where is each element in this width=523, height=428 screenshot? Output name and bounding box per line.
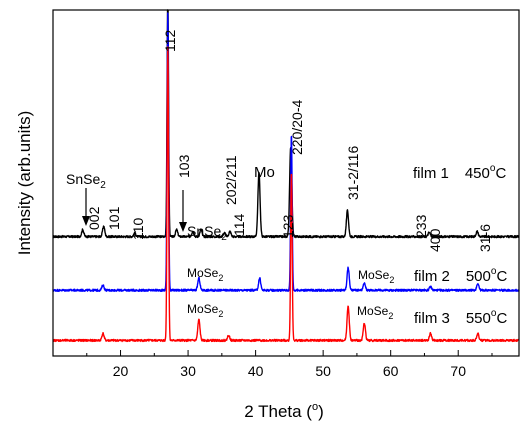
peak-label-112: 112 — [162, 29, 178, 52]
x-tick-label: 30 — [180, 363, 196, 379]
phase-label-mo: Mo — [254, 164, 275, 181]
series-label-film2: film 2 500oC — [414, 266, 507, 285]
peak-label-220-20-4: 220/20-4 — [289, 100, 305, 155]
phase-label-mose2-a: MoSe2 — [187, 266, 223, 283]
phase-label-mose2-c: MoSe2 — [187, 302, 223, 319]
peak-label-400: 400 — [427, 228, 443, 252]
traces — [52, 9, 520, 343]
peak-label-31-2-116: 31-2/116 — [345, 146, 361, 200]
peak-label-31-6: 31-6 — [477, 224, 493, 252]
x-tick-label: 60 — [383, 363, 399, 379]
phase-label-snse2-a: SnSe2 — [66, 171, 106, 191]
y-axis-label: Intensity (arb.units) — [15, 111, 34, 256]
phase-label-mose2-b: MoSe2 — [358, 268, 394, 285]
peak-label-110: 110 — [130, 217, 146, 240]
peak-label-233: 233 — [413, 214, 429, 238]
peak-label-002: 002 — [86, 206, 102, 230]
series-line-film3 — [52, 46, 520, 343]
arrow-snse2-b — [179, 190, 187, 232]
x-tick-label: 40 — [248, 363, 264, 379]
series-label-film3: film 3 550oC — [414, 308, 507, 327]
phase-label-snse2-b: SnSe2 — [187, 223, 227, 243]
x-tick-label: 50 — [315, 363, 331, 379]
arrow-snse2-a — [82, 188, 90, 226]
series-line-film1 — [52, 9, 520, 239]
x-tick-label: 70 — [450, 363, 466, 379]
peak-label-123: 123 — [280, 214, 296, 238]
series-line-film2 — [52, 12, 520, 292]
peak-label-114: 114 — [231, 213, 247, 236]
series-label-film1: film 1 450oC — [413, 163, 506, 182]
x-axis-label: 2 Theta (o) — [244, 401, 324, 421]
phase-label-mose2-d: MoSe2 — [357, 304, 393, 321]
peak-label-101: 101 — [106, 206, 122, 230]
plot-frame — [52, 9, 520, 357]
peak-label-202-211: 202/211 — [223, 155, 239, 205]
x-axis-ticks: 20 30 40 50 60 70 — [86, 350, 493, 379]
peak-label-103: 103 — [176, 154, 192, 178]
x-tick-label: 20 — [113, 363, 129, 379]
